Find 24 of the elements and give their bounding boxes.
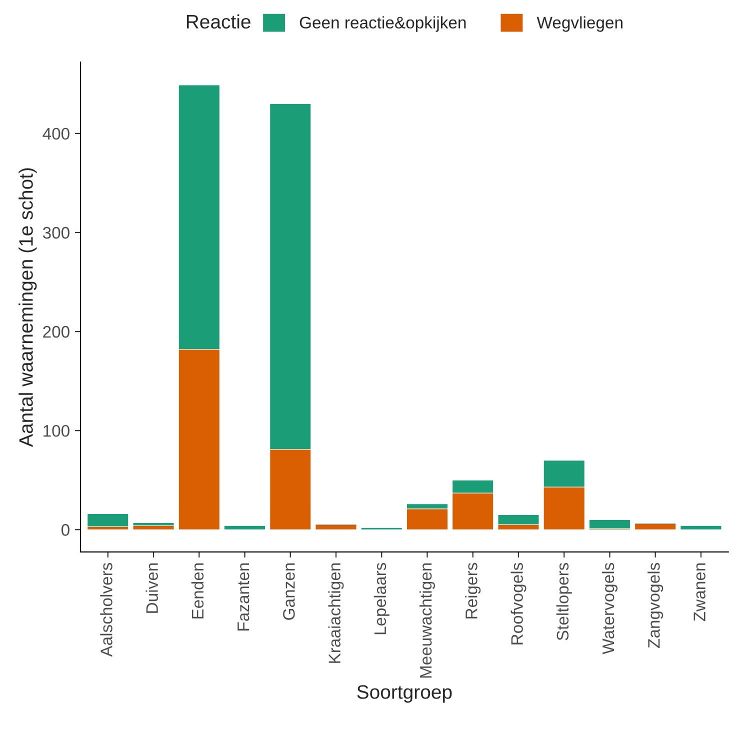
x-tick-label: Reigers <box>465 562 481 618</box>
x-tick-label: Kraaiachtigen <box>328 563 344 663</box>
y-tick-label: 400 <box>42 128 70 140</box>
y-tick-label: 0 <box>61 524 70 536</box>
legend-title: Reactie <box>186 14 250 29</box>
y-axis-title: Aantal waarnemingen (1e schot) <box>18 168 37 447</box>
x-tick-label: Roofvogels <box>510 562 526 644</box>
x-tick-label: Fazanten <box>238 563 250 630</box>
y-tick-label: 200 <box>43 326 70 338</box>
x-tick-label: Steltlopers <box>556 562 572 640</box>
x-tick-label: Meeuwachtigen <box>419 563 436 678</box>
y-tick-label: 300 <box>42 226 70 239</box>
x-tick-label: Ganzen <box>283 563 295 620</box>
y-tick-label: 100 <box>44 424 70 437</box>
legend-label: Wegvliegen <box>536 16 622 32</box>
x-axis-title: Soortgroep <box>357 685 452 703</box>
x-tick-label: Eenden <box>191 563 204 618</box>
x-tick-label: Lepelaars <box>374 562 390 634</box>
x-tick-label: Watervogels <box>602 562 618 654</box>
x-tick-label: Zangvogels <box>648 562 664 648</box>
x-tick-label: Duiven <box>146 563 158 613</box>
x-tick-label: Aalscholvers <box>100 562 112 657</box>
legend-label: Geen reactie&opkijken <box>300 16 466 32</box>
x-tick-label: Zwanen <box>694 563 706 622</box>
